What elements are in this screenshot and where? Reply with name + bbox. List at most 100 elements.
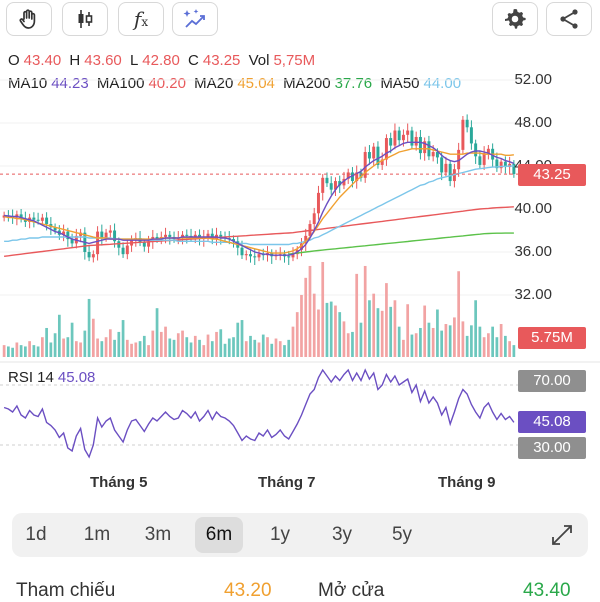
function-button[interactable]: fx xyxy=(118,2,164,36)
volume-bar xyxy=(19,345,23,357)
volume-bar xyxy=(36,346,40,357)
candle-body xyxy=(503,161,507,168)
range-1d[interactable]: 1d xyxy=(25,524,47,545)
candle-body xyxy=(469,127,473,144)
volume-bar xyxy=(465,335,469,357)
volume-bar xyxy=(423,305,427,357)
volume-bar xyxy=(168,338,172,357)
candle-body xyxy=(448,163,452,182)
range-3m[interactable]: 3m xyxy=(144,524,172,545)
candle-body xyxy=(482,153,486,165)
candle-body xyxy=(384,138,388,160)
ma10-value: 44.23 xyxy=(51,75,89,92)
volume-bar xyxy=(164,326,167,357)
candle-body xyxy=(159,236,163,240)
candle-body xyxy=(508,163,512,168)
candle-body xyxy=(461,119,465,150)
fullscreen-button[interactable] xyxy=(550,523,574,547)
ma100-label: MA100 xyxy=(96,75,145,92)
candle-body xyxy=(423,141,427,154)
candle-body xyxy=(431,152,435,157)
range-5y[interactable]: 5y xyxy=(391,524,413,545)
volume-bar xyxy=(274,338,278,357)
candle-body xyxy=(185,234,189,236)
share-icon xyxy=(560,9,578,29)
volume-bar xyxy=(236,322,240,357)
ma20-label: MA20 xyxy=(194,75,234,92)
volume-bar xyxy=(406,304,410,357)
candle-body xyxy=(96,231,100,255)
candle-body xyxy=(367,152,371,159)
candle-body xyxy=(427,141,431,157)
volume-bar xyxy=(431,327,435,357)
candle-body xyxy=(244,254,248,256)
smart-chart-button[interactable] xyxy=(172,2,218,36)
candle-body xyxy=(465,119,469,128)
ma200-line xyxy=(288,232,514,255)
hand-button[interactable] xyxy=(6,2,52,36)
low-label: L xyxy=(129,52,139,69)
candle-body xyxy=(376,146,380,165)
candle-body xyxy=(329,183,333,190)
candle-body xyxy=(270,253,274,257)
ma20-line xyxy=(3,148,514,254)
range-1m[interactable]: 1m xyxy=(83,524,111,545)
volume-bar xyxy=(436,309,439,357)
candle-body xyxy=(138,238,142,243)
candle-body xyxy=(232,239,235,242)
volume-bar xyxy=(257,342,261,357)
volume-bar xyxy=(474,300,478,357)
candle-body xyxy=(181,234,185,239)
volume-bar xyxy=(117,331,121,357)
volume-bar xyxy=(130,343,133,357)
candle-body xyxy=(393,130,397,146)
price-axis-label: 40.00 xyxy=(514,200,552,217)
volume-bar xyxy=(2,345,6,357)
volume-bar xyxy=(176,333,180,357)
volume-bar xyxy=(70,322,74,357)
range-1y[interactable]: 1y xyxy=(269,524,291,545)
candle-body xyxy=(49,224,53,228)
volume-bar xyxy=(410,334,414,357)
candle-body xyxy=(147,241,151,247)
volume-bar xyxy=(440,330,444,357)
volume-bar xyxy=(478,326,482,357)
candle-body xyxy=(15,214,19,218)
volume-bar xyxy=(24,346,27,357)
ma50-line xyxy=(4,165,514,246)
share-button[interactable] xyxy=(546,2,592,36)
volume-bar xyxy=(397,326,401,357)
volume-bar xyxy=(470,325,473,357)
volume-bar xyxy=(499,324,503,357)
range-6m[interactable]: 6m xyxy=(195,517,243,553)
volume-bar xyxy=(461,321,465,357)
candle-body xyxy=(6,215,10,217)
candlestick-button[interactable] xyxy=(62,2,108,36)
candle-body xyxy=(176,238,180,240)
volume-bar xyxy=(448,325,452,357)
candle-body xyxy=(62,231,66,235)
candle-body xyxy=(295,249,299,255)
settings-button[interactable] xyxy=(492,2,538,36)
reference-label: Tham chiếu xyxy=(16,580,116,601)
candle-body xyxy=(100,231,104,239)
candle-body xyxy=(142,242,146,247)
candle-body xyxy=(32,217,36,220)
volume-bar xyxy=(91,318,95,357)
price-chart[interactable] xyxy=(0,0,600,470)
current-price-tag: 43.25 xyxy=(518,164,586,186)
candle-body xyxy=(380,159,384,165)
price-axis-label: 48.00 xyxy=(514,114,552,131)
ma-info: MA10 44.23 MA100 40.20 MA20 45.04 MA200 37.7… xyxy=(8,75,465,92)
range-3y[interactable]: 3y xyxy=(331,524,353,545)
volume-bar xyxy=(147,345,150,357)
volume-bar xyxy=(317,309,320,357)
candle-body xyxy=(130,239,134,246)
candle-body xyxy=(346,172,350,179)
volume-bar xyxy=(121,320,125,357)
candle-body xyxy=(397,130,401,141)
volume-bar xyxy=(227,338,231,357)
volume-bar xyxy=(100,341,104,357)
volume-bar xyxy=(508,341,511,357)
volume-bar xyxy=(504,335,507,357)
